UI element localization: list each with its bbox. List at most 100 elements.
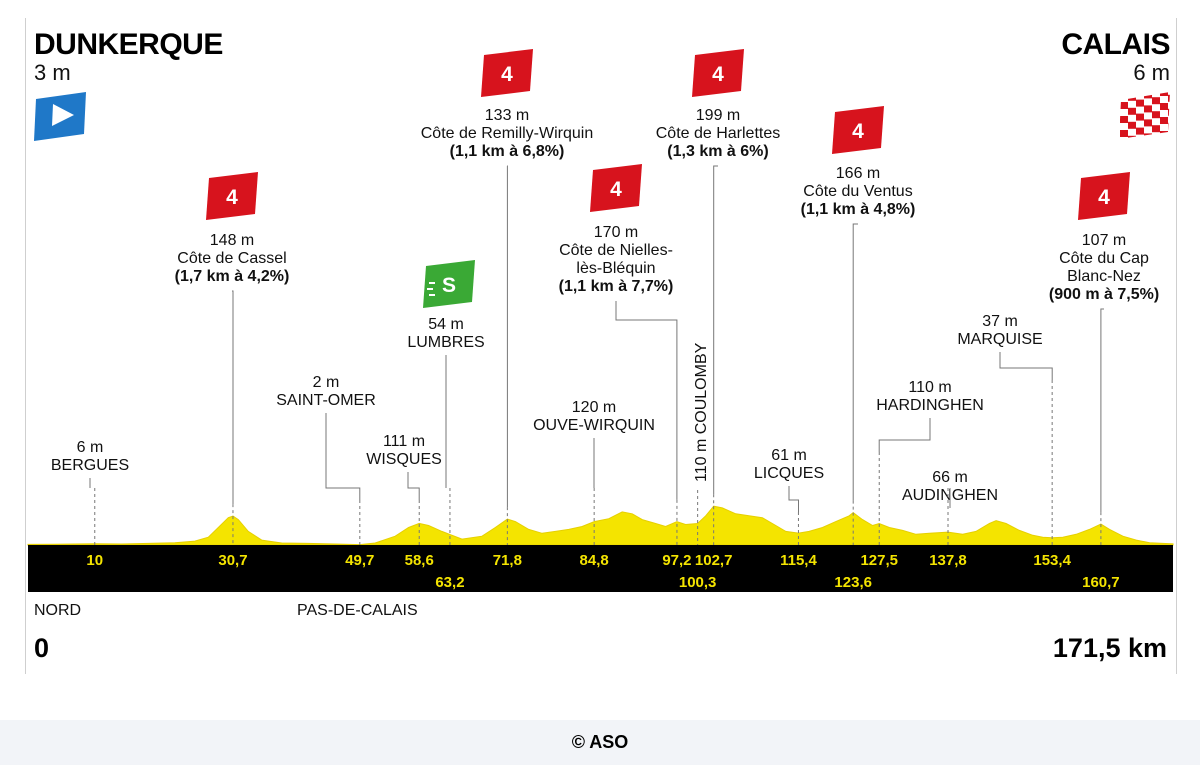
km-tick-label: 160,7 xyxy=(1082,574,1120,591)
climb-altitude: 133 m xyxy=(485,107,529,124)
climb-altitude: 148 m xyxy=(210,232,254,249)
finish-flag-square xyxy=(1168,94,1170,102)
start-altitude: 3 m xyxy=(34,60,71,85)
km-tick-label: 63,2 xyxy=(435,574,464,591)
km-tick-label: 30,7 xyxy=(218,552,247,569)
climb-name: Blanc-Nez xyxy=(1067,268,1141,285)
climb-category-badge-icon-shape xyxy=(692,49,744,97)
waypoint-name: SAINT-OMER xyxy=(276,392,376,409)
stage-profile-chart: 10 30,7 49,7 58,663,2 71,8 84,8 97,2 100,3 102,7… xyxy=(27,49,1176,592)
climb-gradient: (1,7 km à 4,2%) xyxy=(175,268,290,285)
finish-flag-square xyxy=(1160,103,1168,110)
climb-leader xyxy=(615,301,678,500)
climb-category-badge-icon-label: 4 xyxy=(852,120,864,143)
climb-altitude: 199 m xyxy=(696,107,740,124)
km-tick-label: 123,6 xyxy=(834,574,872,591)
sprint-badge-label: S xyxy=(442,274,456,297)
climb-category-badge-icon-label: 4 xyxy=(226,186,238,209)
climb-category-badge-icon-shape xyxy=(206,172,258,220)
waypoint-altitude: 61 m xyxy=(771,447,807,464)
waypoint-leader xyxy=(788,486,799,512)
finish-flag-square xyxy=(1152,111,1160,119)
finish-flag-square xyxy=(1144,119,1152,127)
climb-category-badge-icon-label: 4 xyxy=(610,178,622,201)
waypoint-altitude: 110 m xyxy=(908,379,951,396)
footer-band xyxy=(0,720,1200,765)
climb-gradient: (1,1 km à 7,7%) xyxy=(559,278,674,295)
climb-category-badge-icon: 4 xyxy=(590,164,642,212)
waypoint-label: 110 m COULOMBY xyxy=(693,342,710,482)
profile-frame xyxy=(25,18,1177,674)
start-km: 0 xyxy=(34,633,50,663)
finish-flag-square xyxy=(1168,81,1176,88)
climb-name: Côte de Remilly-Wirquin xyxy=(421,125,594,142)
finish-city: CALAIS xyxy=(1061,28,1170,61)
start-flag-icon xyxy=(34,92,86,141)
climb-category-badge-icon-label: 4 xyxy=(1098,186,1110,209)
finish-flag-square xyxy=(1120,92,1128,95)
finish-flag-pattern xyxy=(1119,81,1176,139)
climb-category-badge-icon: 4 xyxy=(481,49,533,97)
km-tick-label: 71,8 xyxy=(493,552,522,569)
finish-flag-square xyxy=(1160,131,1168,138)
finish-flag-square xyxy=(1168,108,1170,116)
finish-flag-square xyxy=(1144,133,1152,139)
climb-name: Côte du Cap xyxy=(1059,250,1149,267)
finish-flag-icon xyxy=(1119,81,1176,139)
waypoint-altitude: 2 m xyxy=(313,374,340,391)
waypoint-leader xyxy=(999,352,1053,380)
climb-name: Côte du Ventus xyxy=(803,183,912,200)
km-tick-label: 127,5 xyxy=(860,552,898,569)
sprint-badge-icon: S xyxy=(423,260,475,308)
km-tick-label: 115,4 xyxy=(780,552,817,569)
finish-flag-square xyxy=(1120,130,1128,137)
climb-category-badge-icon-shape xyxy=(832,106,884,154)
finish-altitude: 6 m xyxy=(1133,60,1170,85)
climb-altitude: 170 m xyxy=(594,224,638,241)
km-tick-label: 49,7 xyxy=(345,552,374,569)
climb-category-badge-icon-shape xyxy=(481,49,533,97)
finish-flag-square xyxy=(1144,92,1152,99)
climb-leader xyxy=(713,165,718,495)
climb-category-badge-icon: 4 xyxy=(206,172,258,220)
finish-flag-square xyxy=(1152,97,1160,105)
km-tick-label: 153,4 xyxy=(1033,552,1071,569)
km-axis-bar xyxy=(28,545,1173,592)
finish-flag-square xyxy=(1128,135,1136,139)
climb-gradient: (1,3 km à 6%) xyxy=(667,143,768,160)
finish-flag-square xyxy=(1136,113,1144,121)
waypoint-altitude: 111 m xyxy=(383,433,425,450)
copyright: © ASO xyxy=(571,732,629,752)
climb-altitude: 107 m xyxy=(1082,232,1126,249)
waypoint-altitude: 54 m xyxy=(428,316,464,333)
waypoint-altitude: 6 m xyxy=(77,439,104,456)
km-tick-label: 137,8 xyxy=(929,552,967,569)
waypoint-leader xyxy=(407,472,420,500)
climb-name: lès-Bléquin xyxy=(576,260,655,277)
climb-category-badge-icon-label: 4 xyxy=(712,63,724,86)
region-nord: NORD xyxy=(34,602,82,619)
finish-flag-square xyxy=(1160,92,1168,96)
waypoint-name: LICQUES xyxy=(754,465,824,482)
waypoint-name: HARDINGHEN xyxy=(876,397,984,414)
climb-gradient: (900 m à 7,5%) xyxy=(1049,286,1159,303)
waypoint-altitude: 66 m xyxy=(932,469,968,486)
start-city: DUNKERQUE xyxy=(34,28,223,61)
km-tick-label: 100,3 xyxy=(679,574,717,591)
finish-km: 171,5 km xyxy=(1052,633,1167,663)
finish-flag-square xyxy=(1136,99,1144,107)
climb-name: Côte de Cassel xyxy=(177,250,286,267)
climb-altitude: 166 m xyxy=(836,165,880,182)
km-tick-label: 102,7 xyxy=(695,552,733,569)
finish-flag-square xyxy=(1160,117,1168,124)
waypoint-name: OUVE-WIRQUIN xyxy=(533,417,655,434)
climb-category-badge-icon: 4 xyxy=(692,49,744,97)
climb-category-badge-icon: 4 xyxy=(1078,172,1130,220)
climb-category-badge-icon-shape xyxy=(590,164,642,212)
waypoint-name: MARQUISE xyxy=(957,331,1042,348)
km-tick-label: 84,8 xyxy=(580,552,609,569)
km-tick-label: 10 xyxy=(86,552,103,569)
intermediate-sprint: S xyxy=(423,260,475,308)
finish-flag-square xyxy=(1136,92,1144,93)
